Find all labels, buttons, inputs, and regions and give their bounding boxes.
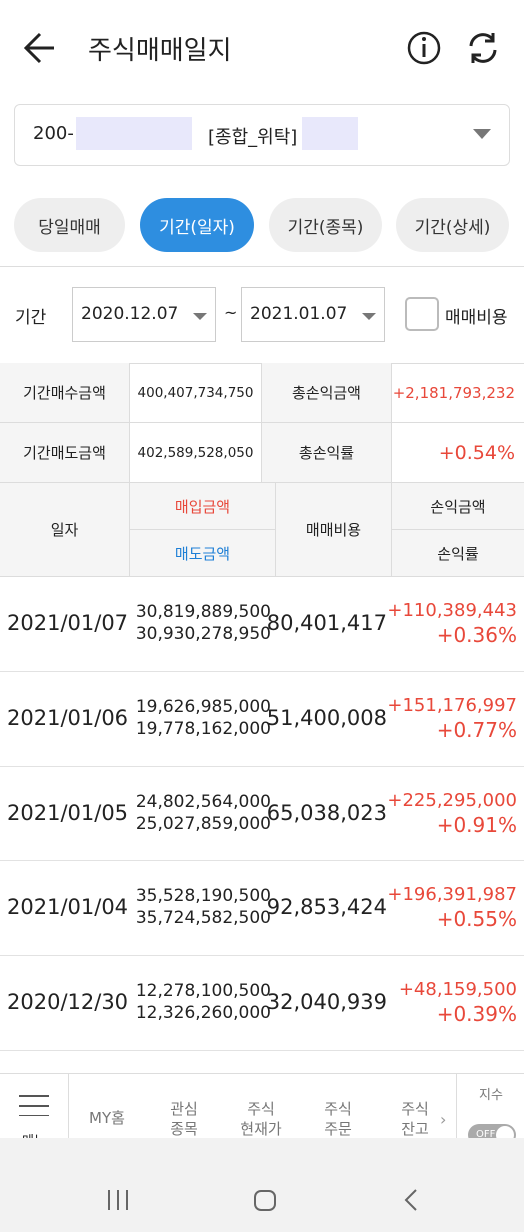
row-date: 2021/01/04 <box>7 895 129 920</box>
summary-value: 400,407,734,750 <box>130 363 262 423</box>
row-sell: 19,778,162,000 <box>135 718 271 739</box>
row-buy: 30,819,889,500 <box>135 602 271 622</box>
row-date: 2021/01/07 <box>7 611 129 635</box>
header-buy: 매입금액 <box>130 483 276 530</box>
dropdown-arrow <box>473 129 491 139</box>
nav-item-label: MY홈 <box>89 1109 125 1127</box>
row-pnl: +48,159,500 <box>398 979 517 1001</box>
row-pnl: +225,295,000 <box>387 789 517 811</box>
dropdown-arrow <box>193 313 207 320</box>
refresh-button[interactable] <box>465 30 501 66</box>
row-sell: 25,027,859,000 <box>135 813 271 834</box>
summary-label: 기간매도금액 <box>0 423 130 483</box>
row-buy: 12,278,100,500 <box>135 981 271 1002</box>
row-sell: 30,930,278,950 <box>135 624 271 644</box>
row-pnl: +151,176,997 <box>387 694 517 716</box>
row-rate: +0.55% <box>436 907 517 932</box>
row-sell: 35,724,582,500 <box>135 908 271 929</box>
toggle-text: OFF <box>476 1129 496 1140</box>
header-rate: 손익률 <box>392 530 524 577</box>
nav-item-label: 주식 <box>401 1100 429 1118</box>
summary-value: +0.54% <box>392 423 524 483</box>
summary-label: 총손익금액 <box>262 363 392 423</box>
row-rate: +0.91% <box>436 812 517 837</box>
row-sell: 12,326,260,000 <box>135 1003 271 1024</box>
divider <box>0 266 524 267</box>
row-rate: +0.36% <box>436 623 517 647</box>
checkbox-label: 매매비용 <box>445 308 508 328</box>
nav-item-label: 주문 <box>324 1120 352 1138</box>
nav-item[interactable]: MY홈 <box>69 1074 145 1139</box>
info-button[interactable] <box>406 30 442 66</box>
tab[interactable]: 기간(상세) <box>396 198 509 252</box>
account-select[interactable]: 200- [종합_위탁] <box>14 104 510 166</box>
header-cost: 매매비용 <box>276 483 392 577</box>
menu-icon <box>19 1095 49 1116</box>
row-rate: +0.39% <box>436 1002 517 1027</box>
row-cost: 80,401,417 <box>266 611 387 635</box>
row-buy: 24,802,564,000 <box>135 791 271 812</box>
table-row[interactable]: 2021/01/04 35,528,190,500 35,724,582,500 92… <box>0 861 524 957</box>
table-row[interactable]: 2021/01/07 30,819,889,500 30,930,278,950 80… <box>0 577 524 672</box>
summary-value: +2,181,793,232 <box>392 363 524 423</box>
masked-text <box>76 117 192 150</box>
row-date: 2021/01/05 <box>7 800 129 825</box>
masked-text <box>302 117 358 150</box>
tab[interactable]: 기간(일자) <box>140 198 254 252</box>
row-cost: 92,853,424 <box>266 895 387 920</box>
period-separator: ~ <box>224 303 238 322</box>
index-toggle-area: 지수 OFF <box>456 1074 524 1146</box>
table-row[interactable]: 2020/12/30 12,278,100,500 12,326,260,000 32… <box>0 956 524 1051</box>
row-pnl: +196,391,987 <box>387 884 517 906</box>
date-to[interactable]: 2021.01.07 <box>241 287 385 342</box>
summary-label: 총손익률 <box>262 423 392 483</box>
date-to-text: 2021.01.07 <box>250 304 348 324</box>
nav-item-label: 관심 <box>170 1100 198 1118</box>
system-nav <box>0 1138 524 1232</box>
date-from[interactable]: 2020.12.07 <box>72 287 216 342</box>
table-row[interactable]: 2021/01/05 24,802,564,000 25,027,859,000 65… <box>0 767 524 862</box>
summary-value: 402,589,528,050 <box>130 423 262 483</box>
tab[interactable]: 기간(종목) <box>269 198 382 252</box>
header-date: 일자 <box>0 483 130 577</box>
account-prefix: 200- <box>33 123 74 144</box>
index-label: 지수 <box>479 1088 503 1103</box>
row-pnl: +110,389,443 <box>387 600 517 621</box>
date-from-text: 2020.12.07 <box>81 304 179 324</box>
nav-item-label: 현재가 <box>240 1120 282 1138</box>
nav-item-label: 종목 <box>170 1120 198 1138</box>
nav-item-label: 잔고 <box>401 1120 429 1138</box>
system-buttons[interactable] <box>100 1188 440 1212</box>
row-buy: 35,528,190,500 <box>135 886 271 907</box>
header-pnl: 손익금액 <box>392 483 524 530</box>
summary-label: 기간매수금액 <box>0 363 130 423</box>
row-rate: +0.77% <box>436 717 517 742</box>
account-type: [종합_위탁] <box>208 127 298 148</box>
dropdown-arrow <box>362 313 376 320</box>
header-sell: 매도금액 <box>130 530 276 577</box>
row-cost: 65,038,023 <box>266 800 387 825</box>
menu-button[interactable]: 메뉴 <box>0 1074 69 1149</box>
period-label: 기간 <box>15 308 47 328</box>
row-date: 2020/12/30 <box>7 990 129 1015</box>
row-cost: 32,040,939 <box>266 990 387 1015</box>
nav-item-label: 주식 <box>324 1100 352 1118</box>
tab[interactable]: 당일매매 <box>14 198 125 252</box>
checkbox[interactable] <box>405 297 439 331</box>
back-button[interactable] <box>18 30 58 66</box>
page-title: 주식매매일지 <box>88 36 232 66</box>
row-cost: 51,400,008 <box>266 705 387 730</box>
nav-more[interactable]: › <box>440 1110 447 1129</box>
table-row[interactable]: 2021/01/06 19,626,985,000 19,778,162,000 51… <box>0 672 524 767</box>
row-date: 2021/01/06 <box>7 705 129 730</box>
nav-item-label: 주식 <box>247 1100 275 1118</box>
row-buy: 19,626,985,000 <box>135 696 271 717</box>
